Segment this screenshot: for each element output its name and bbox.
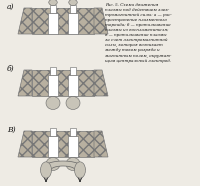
Bar bbox=[70, 128, 76, 136]
Text: a): a) bbox=[7, 3, 14, 11]
Polygon shape bbox=[18, 131, 32, 157]
Bar bbox=[68, 136, 78, 157]
Polygon shape bbox=[32, 70, 94, 96]
Polygon shape bbox=[32, 131, 94, 157]
Text: б): б) bbox=[7, 65, 15, 73]
Polygon shape bbox=[94, 70, 108, 96]
Ellipse shape bbox=[46, 158, 60, 171]
Polygon shape bbox=[94, 131, 108, 157]
Ellipse shape bbox=[69, 0, 77, 5]
Bar bbox=[71, 2, 75, 5]
Ellipse shape bbox=[40, 162, 52, 178]
Bar bbox=[48, 136, 58, 157]
Ellipse shape bbox=[66, 97, 80, 110]
Polygon shape bbox=[94, 8, 108, 34]
Polygon shape bbox=[41, 161, 85, 170]
Text: B): B) bbox=[7, 126, 16, 134]
Bar bbox=[50, 67, 56, 75]
Polygon shape bbox=[18, 70, 32, 96]
Ellipse shape bbox=[74, 162, 86, 178]
Bar bbox=[50, 5, 56, 13]
Bar bbox=[68, 13, 78, 34]
Bar bbox=[51, 2, 55, 5]
Ellipse shape bbox=[49, 0, 57, 5]
Text: Рис. 5. Схема движения
плазмы под действием элек-
тромагнитной силы: a — рас-
пр: Рис. 5. Схема движения плазмы под действ… bbox=[105, 3, 172, 62]
Bar bbox=[70, 5, 76, 13]
Polygon shape bbox=[18, 8, 32, 34]
Polygon shape bbox=[32, 8, 94, 34]
Bar bbox=[48, 13, 58, 34]
Bar bbox=[70, 67, 76, 75]
Bar bbox=[50, 128, 56, 136]
Ellipse shape bbox=[66, 158, 80, 171]
Bar bbox=[48, 75, 58, 96]
Ellipse shape bbox=[46, 97, 60, 110]
Bar bbox=[68, 75, 78, 96]
